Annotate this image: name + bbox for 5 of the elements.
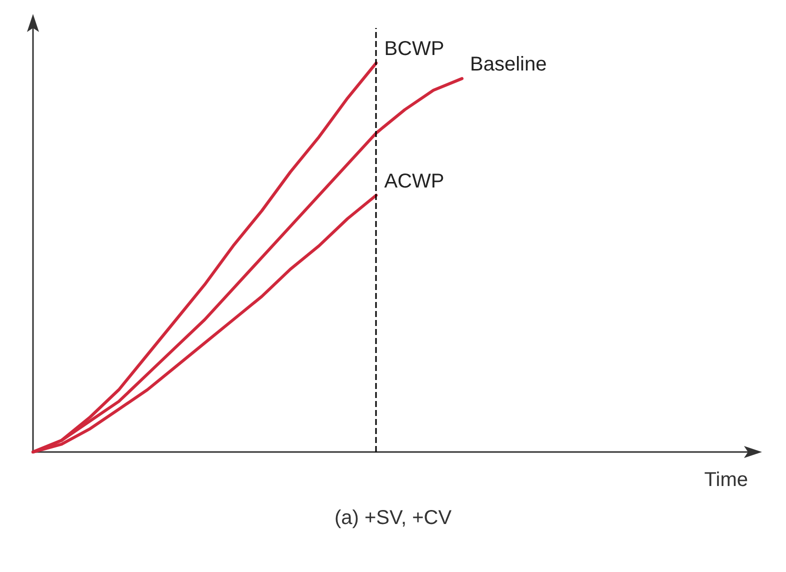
series-label: ACWP xyxy=(384,170,444,192)
series-label: Baseline xyxy=(470,54,547,76)
text: (a) +SV, +CV xyxy=(334,507,452,529)
series-label: BCWP xyxy=(384,38,444,60)
x-axis-title: Time xyxy=(704,469,748,491)
